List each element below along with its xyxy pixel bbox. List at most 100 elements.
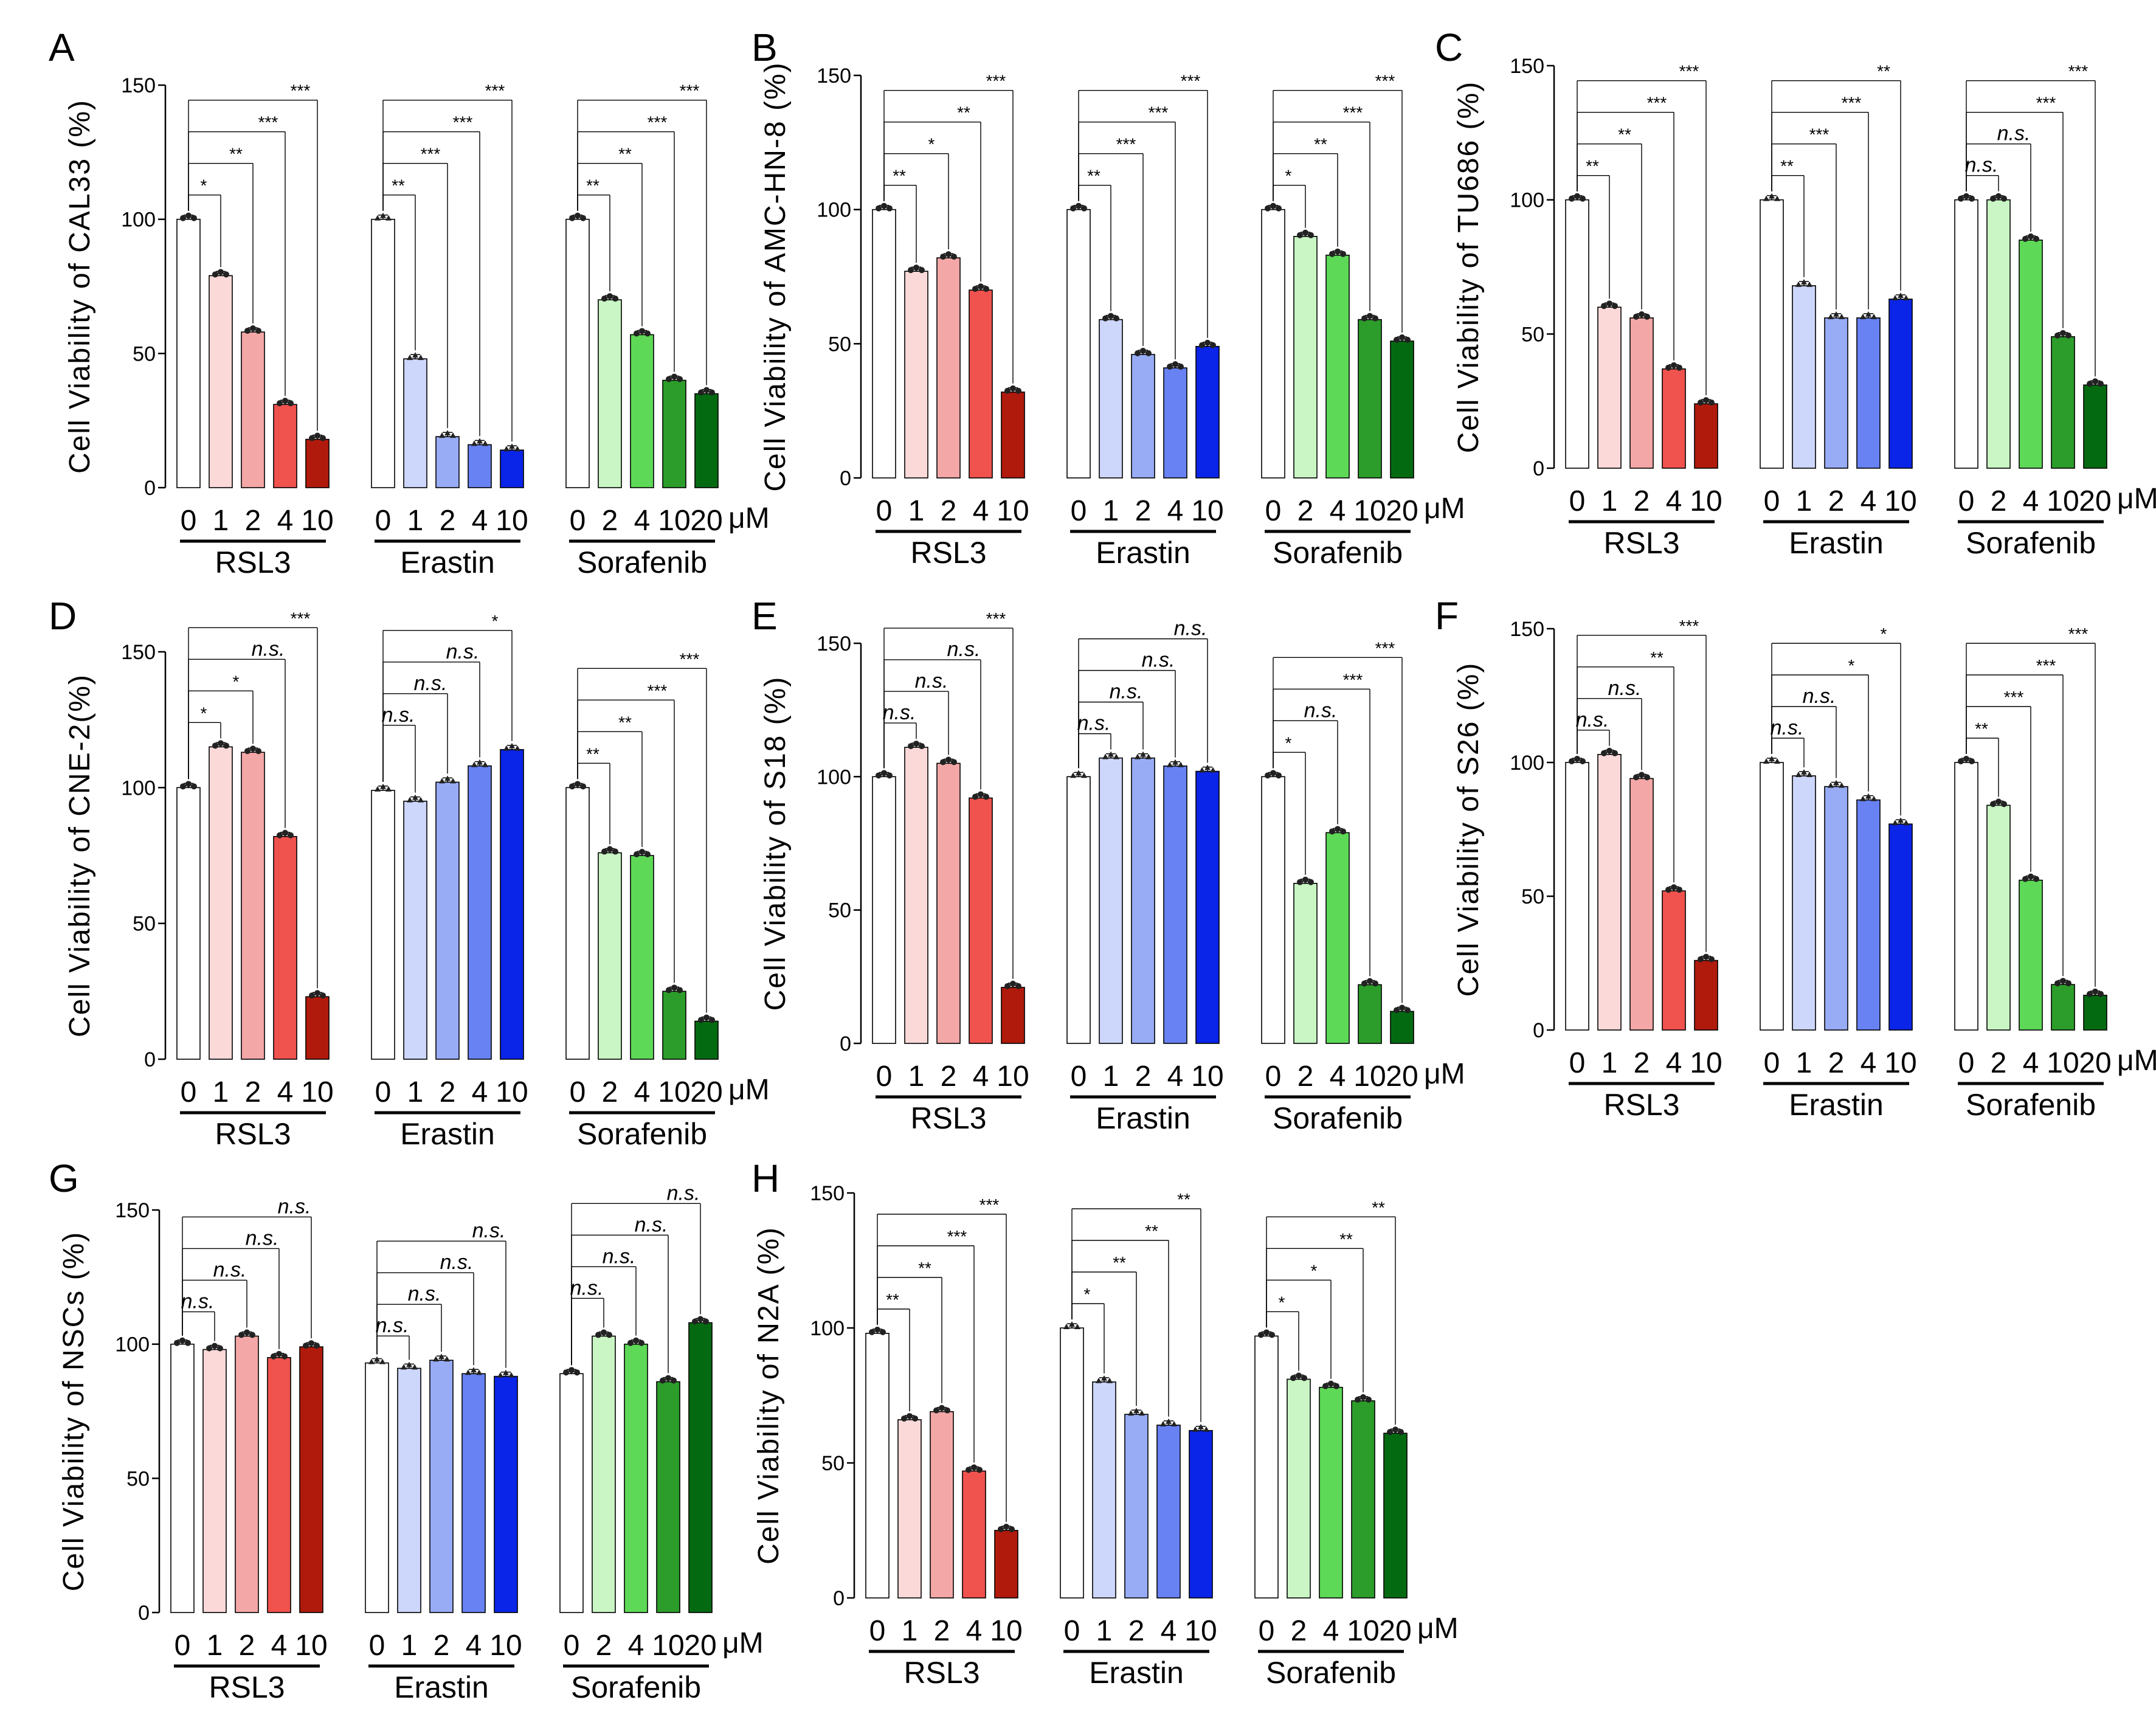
group-label: Erastin: [400, 545, 495, 579]
data-point: [401, 1364, 407, 1370]
x-tick-label: 0: [564, 1630, 580, 1662]
group-label: Erastin: [400, 1117, 495, 1151]
x-tick-label: 1: [407, 505, 424, 537]
data-point: [1871, 795, 1877, 801]
data-point: [1898, 817, 1904, 823]
x-tick-label: 1: [1601, 485, 1618, 517]
data-point: [1107, 1377, 1113, 1383]
y-tick-label: 150: [817, 632, 851, 655]
data-point: [945, 251, 952, 258]
data-point: [972, 793, 978, 800]
x-tick-label: 2: [1634, 1047, 1650, 1079]
y-tick-label: 150: [810, 1182, 845, 1205]
significance-label: ***: [947, 1227, 967, 1246]
data-point: [1265, 205, 1271, 212]
bar: [267, 1357, 291, 1613]
y-tick-label: 100: [817, 199, 851, 222]
bar: [1001, 391, 1025, 479]
bar: [1662, 890, 1686, 1031]
data-point: [514, 446, 520, 452]
data-point: [1361, 315, 1367, 322]
group-rsl3: 0 1 2 4 10 RSL3 n.s. n.s. n.s. ***: [872, 609, 1029, 1135]
bar: [1131, 757, 1155, 1044]
data-point: [2065, 980, 2071, 987]
data-point: [497, 1372, 503, 1378]
data-point: [1081, 205, 1087, 212]
group-sorafenib: 0 2 4 10 20 Sorafenib * n.s. *** ***: [1261, 638, 1418, 1135]
data-point: [665, 1375, 671, 1381]
significance-label: **: [918, 1259, 931, 1277]
data-point: [1703, 953, 1709, 960]
x-tick-label: 10: [301, 505, 333, 537]
bar: [1597, 754, 1622, 1031]
bar: [872, 209, 896, 479]
data-point: [703, 387, 710, 393]
significance-label: *: [1311, 1261, 1318, 1280]
data-point: [1329, 251, 1335, 257]
data-point: [1355, 1396, 1361, 1403]
data-point: [1308, 232, 1314, 238]
data-point: [1070, 205, 1076, 212]
data-point: [1074, 1324, 1080, 1329]
significance-label: *: [1279, 1293, 1285, 1312]
panel-letter: A: [49, 26, 75, 69]
bar: [273, 404, 297, 488]
data-point: [574, 1369, 580, 1376]
data-point: [2092, 988, 2098, 995]
data-point: [698, 1017, 704, 1023]
x-tick-label: 0: [570, 1076, 586, 1108]
data-point: [2028, 873, 2034, 880]
x-tick-label: 0: [1764, 485, 1780, 517]
group-label: Sorafenib: [577, 1117, 707, 1151]
significance-label: ***: [986, 72, 1006, 91]
bar: [1888, 823, 1913, 1031]
data-point: [244, 748, 250, 755]
x-tick-label: 1: [1096, 1615, 1113, 1647]
bar: [241, 752, 265, 1060]
significance-label: n.s.: [252, 637, 285, 660]
x-tick-label: 10: [1191, 1060, 1223, 1093]
data-point: [666, 987, 672, 994]
bar: [1293, 235, 1318, 479]
data-point: [1644, 774, 1650, 781]
x-tick-label: 10: [997, 1060, 1029, 1093]
x-tick-label: 10: [1884, 485, 1916, 517]
bar: [1824, 317, 1848, 469]
data-point: [1671, 362, 1677, 368]
data-point: [692, 1318, 698, 1325]
x-tick-label: 2: [1634, 485, 1650, 517]
data-point: [677, 987, 683, 994]
significance-label: ***: [980, 1195, 1000, 1214]
group-rsl3: 0 1 2 4 10 RSL3 * * n.s. ***: [176, 609, 334, 1151]
data-point: [1969, 758, 1975, 764]
data-point: [309, 435, 315, 441]
data-point: [1839, 782, 1845, 788]
data-point: [250, 325, 256, 332]
x-tick-label: 20: [1386, 1060, 1418, 1093]
significance-label: *: [201, 703, 207, 722]
data-point: [886, 205, 893, 212]
bar: [630, 855, 654, 1060]
y-tick-label: 0: [1533, 1019, 1544, 1042]
data-point: [971, 1464, 977, 1471]
x-tick-label: 0: [1958, 485, 1975, 517]
data-point: [212, 1343, 218, 1349]
data-point: [1366, 1396, 1372, 1403]
group-rsl3: 0 1 2 4 10 RSL3 n.s. n.s. n.s. n.s.: [170, 1195, 328, 1704]
data-point: [465, 1369, 471, 1375]
data-point: [1601, 750, 1607, 756]
bar: [209, 275, 233, 488]
data-point: [634, 851, 640, 857]
data-point: [1265, 772, 1271, 779]
y-tick-label: 150: [115, 1199, 150, 1222]
x-tick-label: 0: [1958, 1047, 1975, 1079]
data-point: [912, 1415, 918, 1422]
data-point: [1113, 315, 1119, 322]
data-point: [940, 254, 946, 260]
